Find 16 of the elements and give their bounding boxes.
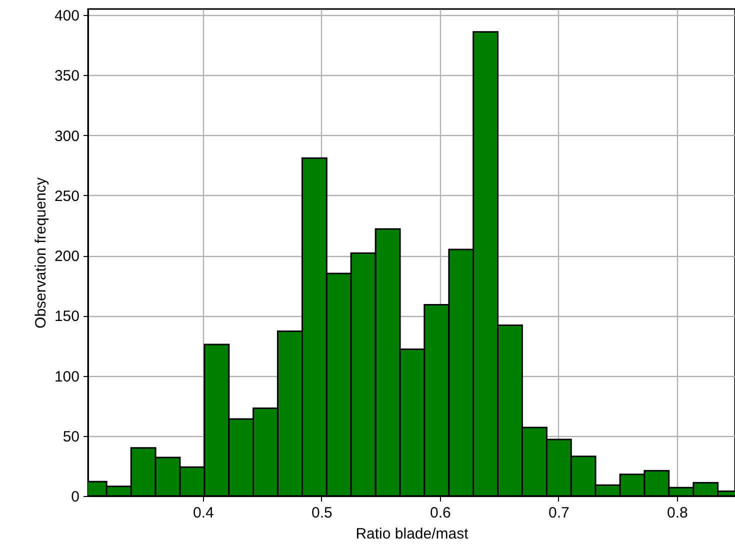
y-tick-label: 100 (54, 368, 80, 386)
x-tick-label: 0.7 (548, 504, 570, 522)
y-tick-label: 200 (54, 248, 80, 266)
y-tick-label: 150 (54, 308, 80, 326)
y-tick-label: 50 (62, 428, 80, 446)
x-tick-label: 0.5 (312, 504, 332, 522)
x-tick-label: 0.6 (430, 504, 451, 522)
y-tick-label: 250 (54, 188, 80, 205)
y-tick-label: 400 (54, 8, 80, 25)
y-tick-label: 300 (54, 128, 80, 145)
y-axis-title: Observation frequency (32, 177, 50, 328)
x-tick-label: 0.4 (193, 504, 214, 522)
x-axis-title: Ratio blade/mast (356, 526, 470, 542)
x-tick-label: 0.8 (667, 504, 688, 522)
y-tick-label: 350 (54, 68, 80, 85)
y-tick-label: 0 (71, 488, 80, 506)
